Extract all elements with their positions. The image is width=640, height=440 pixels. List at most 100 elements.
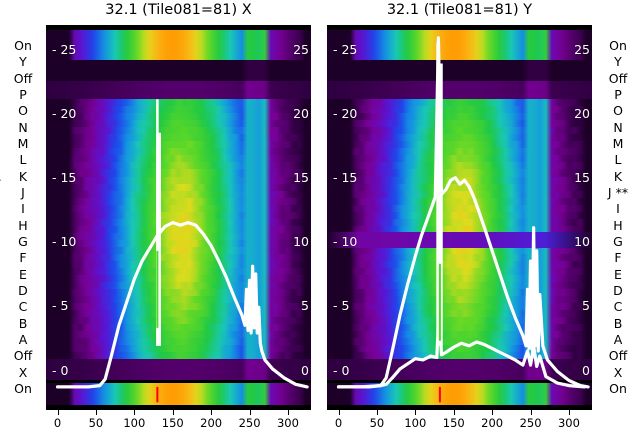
x-tick-label: 50 — [88, 416, 104, 430]
x-axis-left: 0 50 100 150 200 250 300 — [46, 410, 311, 440]
profile-curve-left — [55, 99, 309, 403]
category-label: D — [18, 283, 28, 298]
y-axis-label: Dipole — [0, 155, 1, 195]
profile-curve-right — [336, 36, 590, 403]
category-label: P — [19, 87, 27, 102]
category-label: Y — [614, 54, 622, 70]
x-tick-label: 100 — [123, 416, 146, 430]
y-tick-label: - 20 — [52, 105, 77, 121]
category-label: M — [612, 136, 624, 151]
category-label: D — [613, 283, 623, 298]
y-tick-label: 10 — [574, 234, 590, 250]
x-tick-label: 300 — [557, 416, 580, 430]
y-tick-label: - 0 — [333, 362, 350, 378]
category-label: Off — [608, 70, 628, 86]
x-tick-mark — [287, 410, 289, 415]
x-tick-mark — [172, 410, 174, 415]
y-tick-label: 15 — [293, 170, 309, 185]
category-label: B — [613, 315, 623, 331]
category-label: E — [614, 266, 622, 282]
category-label: E — [19, 266, 27, 282]
category-label: X — [613, 364, 623, 380]
x-tick-mark — [211, 410, 213, 415]
category-label: Y — [19, 54, 27, 70]
panel-title-right: 32.1 (Tile081=81) Y — [386, 2, 533, 18]
heatmap-image-left — [46, 25, 311, 410]
x-tick-mark — [530, 410, 532, 415]
y-tick-label: - 20 — [333, 105, 358, 121]
category-label: On — [609, 381, 627, 396]
category-label: O — [18, 103, 28, 119]
category-label: F — [614, 250, 622, 266]
x-tick-label: 250 — [238, 416, 261, 430]
category-label: C — [18, 299, 28, 315]
y-tick-label: - 25 — [333, 41, 358, 57]
heatmap-image-right — [327, 25, 592, 410]
category-label: H — [613, 217, 623, 233]
category-label: On — [14, 381, 32, 396]
x-tick-mark — [568, 410, 570, 415]
category-label: Off — [13, 70, 33, 86]
category-label: L — [614, 152, 622, 168]
heatmap-panel-left[interactable]: - 25 25 - 20 20 - 15 15 - 10 10 - 5 5 - 0 0 — [46, 25, 311, 410]
x-tick-label: 200 — [200, 416, 223, 430]
x-tick-mark — [249, 410, 251, 415]
y-tick-label: 5 — [582, 298, 590, 314]
x-tick-mark — [338, 410, 340, 415]
category-label: A — [613, 332, 623, 347]
category-label: X — [18, 364, 28, 380]
y-tick-label: - 0 — [52, 362, 69, 378]
x-tick-label: 150 — [161, 416, 184, 430]
y-tick-label: 20 — [293, 105, 309, 121]
category-label: G — [18, 234, 28, 249]
x-tick-label: 0 — [334, 416, 343, 430]
x-tick-label: 200 — [481, 416, 504, 430]
category-label: I — [616, 201, 620, 217]
category-label: G — [613, 234, 623, 249]
category-label: I — [21, 201, 25, 217]
category-label: A — [18, 332, 28, 347]
category-label: Off — [608, 348, 628, 364]
category-label: C — [613, 299, 623, 315]
category-label: O — [613, 103, 623, 119]
y-tick-label: - 5 — [52, 298, 69, 314]
category-label: J — [21, 185, 25, 200]
category-label: M — [17, 136, 29, 151]
x-axis-right: 0 50 100 150 200 250 300 — [327, 410, 592, 440]
category-label: On — [609, 38, 627, 53]
x-tick-mark — [134, 410, 136, 415]
category-label: K — [613, 168, 623, 184]
y-tick-label: 25 — [574, 41, 590, 57]
x-tick-mark — [57, 410, 59, 415]
y-tick-label: 5 — [301, 298, 309, 314]
y-tick-label: - 10 — [52, 234, 77, 250]
y-tick-label: - 25 — [52, 41, 77, 57]
x-tick-mark — [492, 410, 494, 415]
y-tick-label: - 10 — [333, 234, 358, 250]
y-tick-label: - 15 — [52, 170, 77, 185]
category-label: H — [18, 217, 28, 233]
panel-title-left: 32.1 (Tile081=81) X — [105, 2, 252, 18]
category-label: P — [614, 87, 622, 102]
y-tick-label: 0 — [301, 362, 309, 378]
x-tick-mark — [376, 410, 378, 415]
category-label: L — [19, 152, 27, 168]
x-tick-label: 100 — [404, 416, 427, 430]
x-tick-mark — [95, 410, 97, 415]
x-tick-label: 50 — [369, 416, 385, 430]
heatmap-panel-right[interactable]: - 25 25 - 20 20 - 15 15 - 10 10 - 5 5 - 0 0 — [327, 25, 592, 410]
y-tick-label: 10 — [293, 234, 309, 250]
x-tick-label: 300 — [276, 416, 299, 430]
category-label: F — [19, 250, 27, 266]
category-label: N — [613, 119, 623, 135]
y-tick-label: 15 — [574, 170, 590, 185]
y-tick-label: - 5 — [333, 298, 350, 314]
y-tick-label: 20 — [574, 105, 590, 121]
category-label: Off — [13, 348, 33, 364]
category-axis-right: On Y Off P O N M L K J ** I H G F E D C B A Off X On — [597, 25, 639, 410]
x-tick-mark — [415, 410, 417, 415]
x-tick-label: 150 — [442, 416, 465, 430]
category-label: J ** — [607, 185, 629, 200]
